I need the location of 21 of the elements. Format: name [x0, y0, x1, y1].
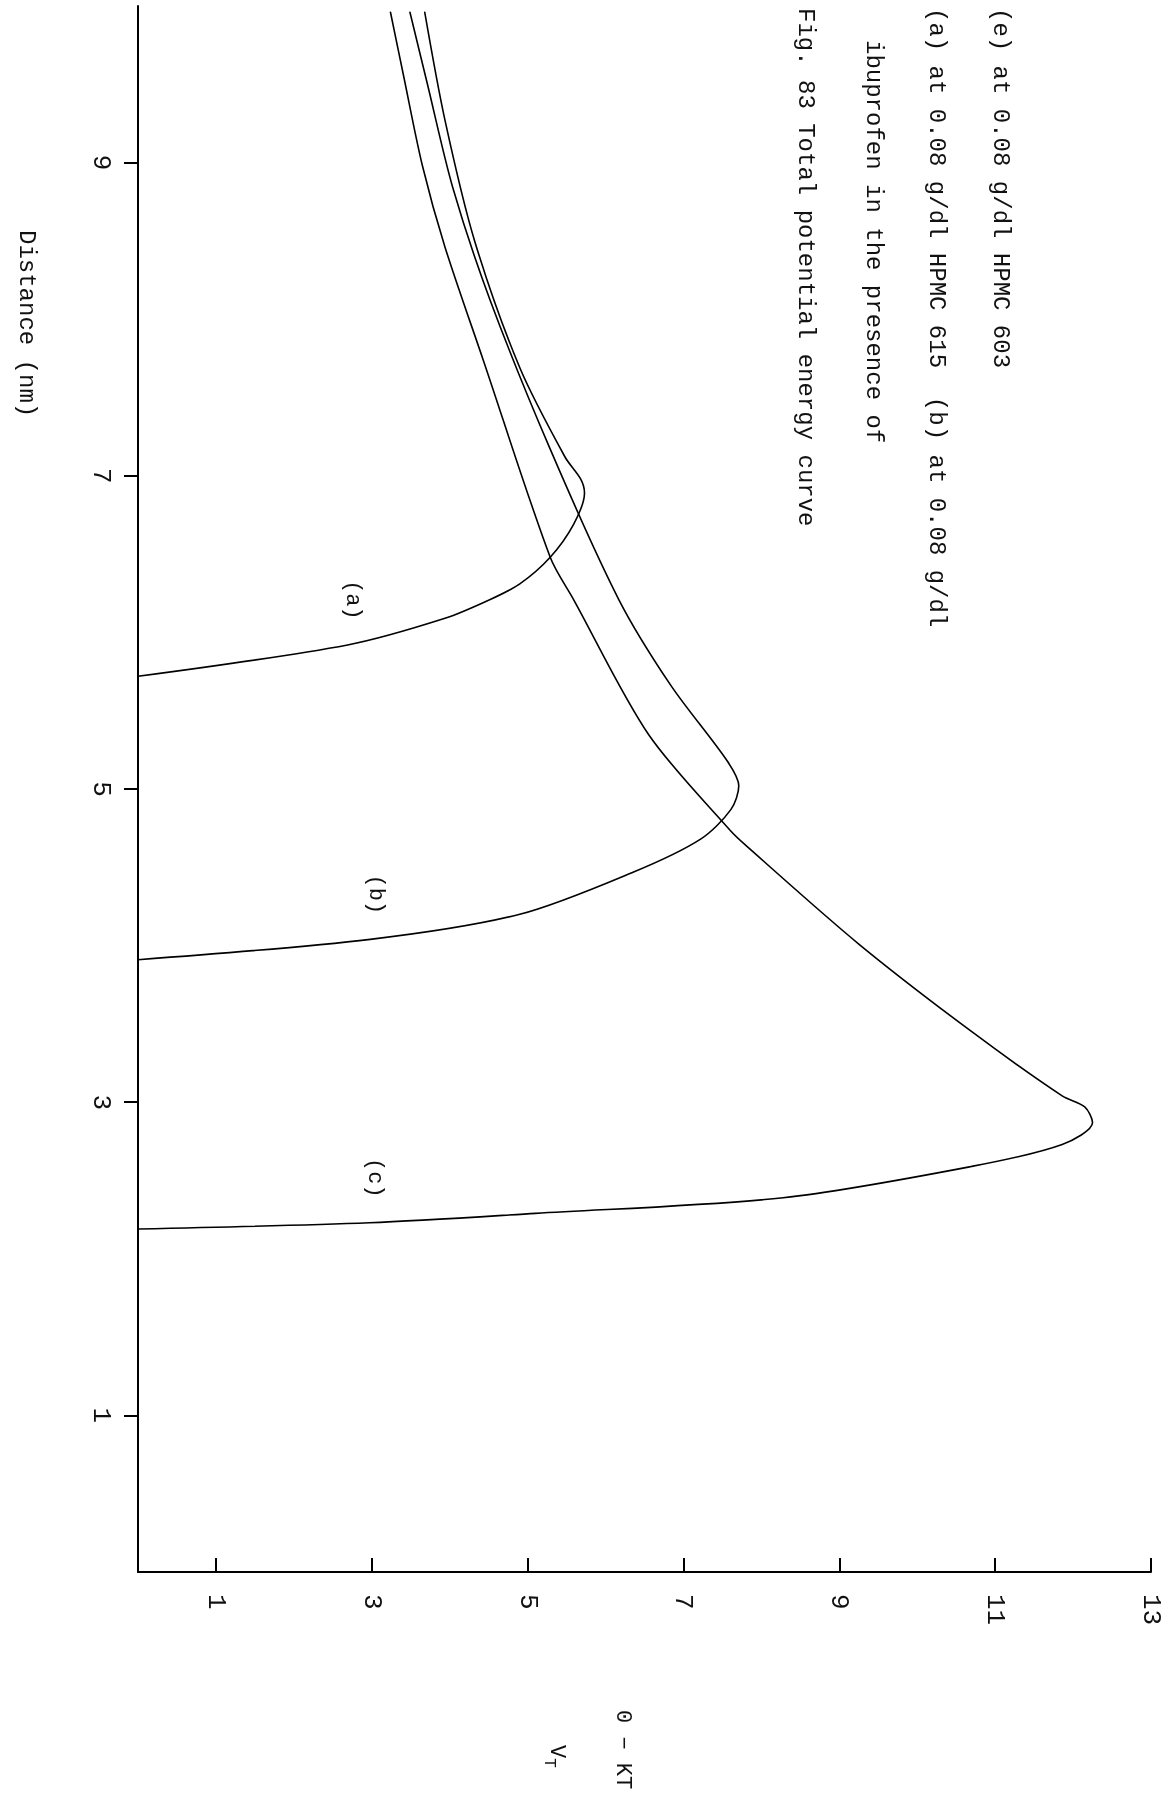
x-tick-label: 3 [356, 1594, 387, 1610]
x-tick-label: 7 [668, 1594, 699, 1610]
y-tick-label: 5 [86, 781, 116, 797]
text: ibuprofen in the presence of [859, 40, 887, 444]
y-tick-label: 3 [86, 1094, 116, 1110]
y-tick-label: 9 [86, 154, 116, 171]
y-tick-label: 7 [86, 468, 116, 484]
x-tick-label: 13 [1136, 1594, 1165, 1626]
y-axis-title: Distance (nm) [12, 230, 40, 418]
text: (c) [361, 1157, 387, 1198]
text: (a) [340, 580, 366, 620]
x-tick-label: 1 [200, 1594, 231, 1610]
annotation: (a) at 0.08 g/dl HPMC 615 (b) at 0.08 g/dl [922, 8, 950, 628]
x-tick-label: 11 [980, 1594, 1011, 1626]
x-tick-label: 9 [824, 1594, 855, 1610]
y-tick-label: 1 [86, 1407, 116, 1424]
text: Fig. 83 Total potential energy curve [791, 8, 819, 527]
x-tick-label: 5 [512, 1594, 543, 1610]
annotation: (e) at 0.08 g/dl HPMC 603 [986, 8, 1014, 369]
text: (b) [362, 874, 388, 915]
text: VT 0 − KT [540, 1710, 635, 1790]
